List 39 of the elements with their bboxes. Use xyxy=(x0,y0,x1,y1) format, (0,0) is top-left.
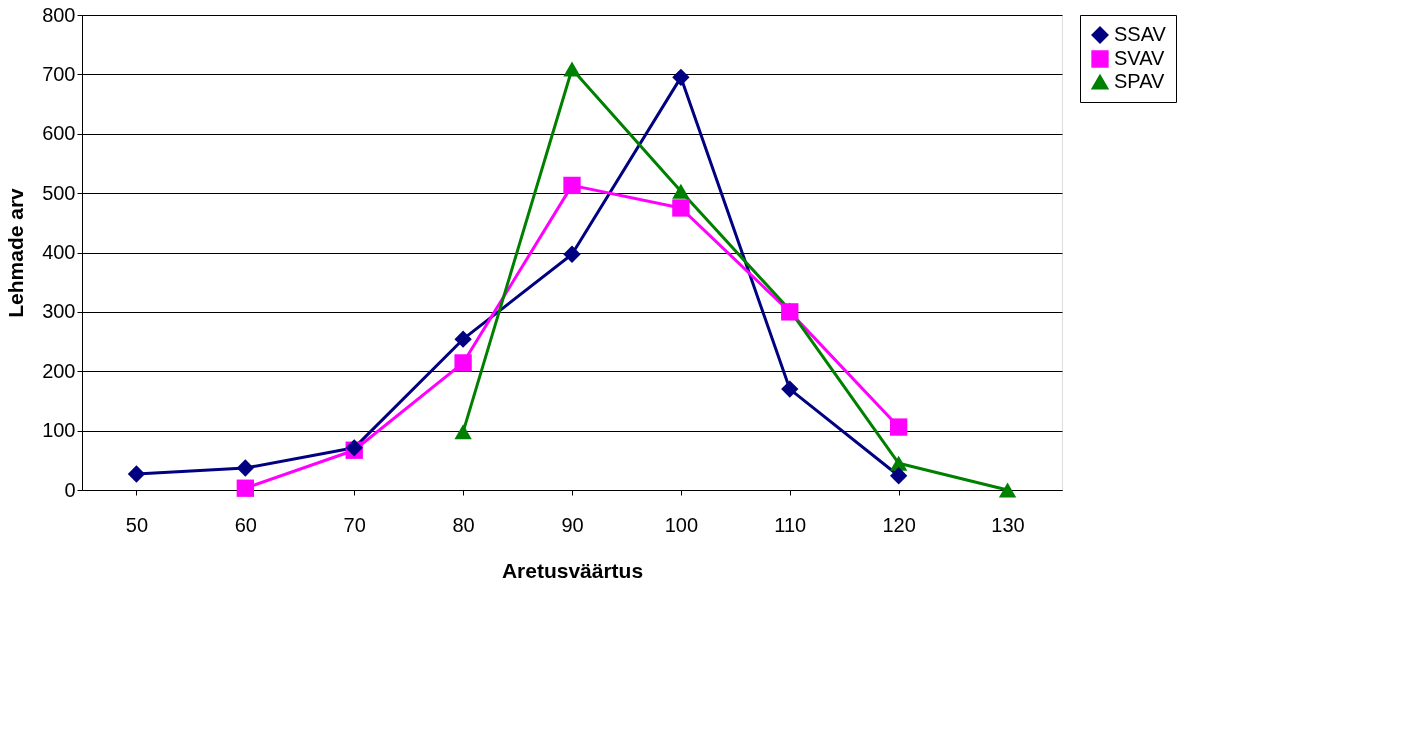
y-tick-label: 700 xyxy=(42,62,76,85)
point xyxy=(454,330,472,348)
legend-label: SVAV xyxy=(1114,47,1166,69)
point xyxy=(454,354,472,372)
y-tick-label: 300 xyxy=(42,300,76,323)
point xyxy=(672,68,690,86)
x-tick-label: 120 xyxy=(882,513,916,536)
y-tick-label: 100 xyxy=(42,419,76,442)
x-tick-label: 70 xyxy=(343,513,366,536)
y-tick-label: 0 xyxy=(64,478,76,501)
y-tick-label: 500 xyxy=(42,181,76,204)
point xyxy=(236,479,254,497)
point xyxy=(563,176,581,195)
point xyxy=(563,61,581,77)
point xyxy=(236,459,254,477)
x-axis-title: Aretusväärtus xyxy=(501,558,644,582)
y-tick-label: 200 xyxy=(42,359,76,382)
y-tick-label: 800 xyxy=(42,3,76,26)
y-tick-label: 400 xyxy=(42,241,76,263)
x-tick-label: 50 xyxy=(125,513,149,536)
legend-label: SSAV xyxy=(1114,23,1167,45)
point xyxy=(563,245,581,263)
x-tick-label: 90 xyxy=(561,513,584,536)
point xyxy=(672,199,690,217)
point xyxy=(454,424,472,440)
y-axis-title: Lehmade arv xyxy=(4,187,28,318)
point xyxy=(127,465,146,483)
x-tick-label: 100 xyxy=(664,513,699,536)
x-tick-label: 110 xyxy=(774,513,807,536)
point xyxy=(672,183,690,199)
x-tick-label: 80 xyxy=(452,513,475,536)
point xyxy=(998,482,1017,498)
x-tick-label: 130 xyxy=(991,513,1025,536)
point xyxy=(890,418,908,436)
legend-label: SPAV xyxy=(1114,70,1166,92)
x-tick-label: 60 xyxy=(234,513,257,536)
y-tick-label: 600 xyxy=(42,122,76,145)
point xyxy=(781,380,799,398)
point xyxy=(890,467,908,485)
